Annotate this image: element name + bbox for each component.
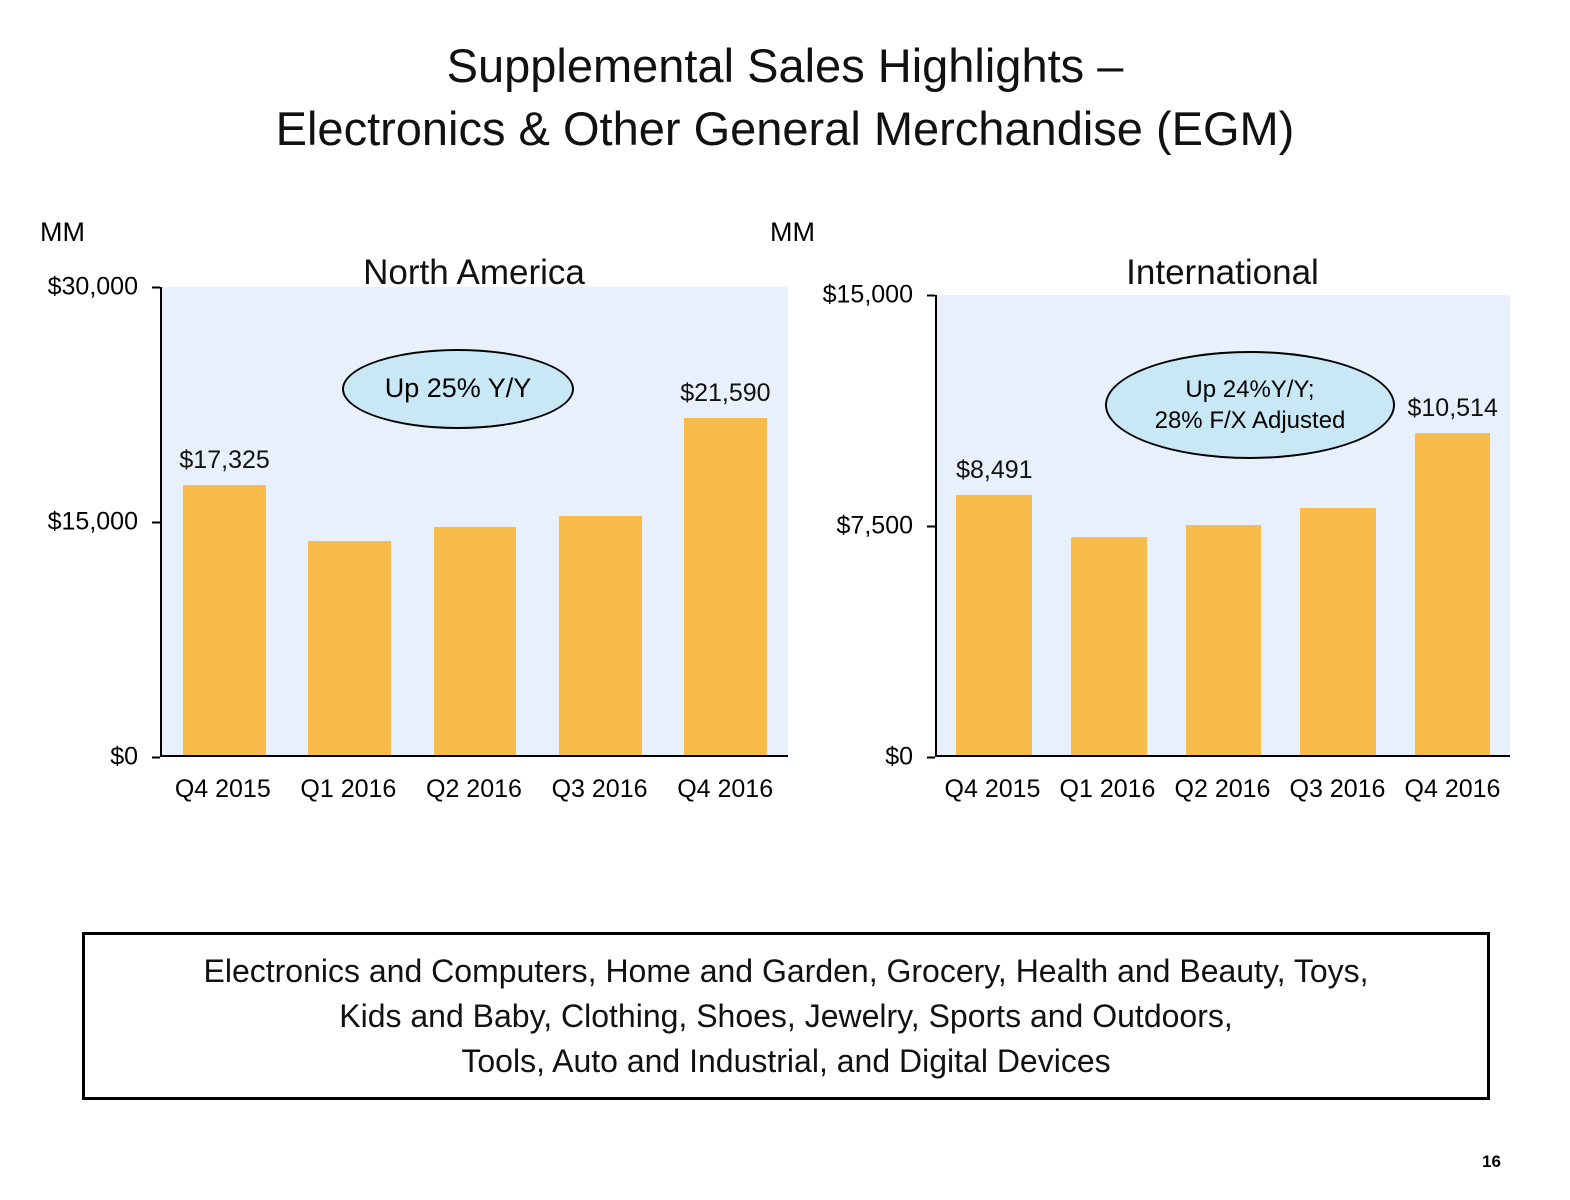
annotation-ellipse: Up 24%Y/Y; 28% F/X Adjusted bbox=[1105, 351, 1395, 459]
x-axis: Q4 2015 Q1 2016 Q2 2016 Q3 2016 Q4 2016 bbox=[935, 775, 1510, 804]
page-number: 16 bbox=[1482, 1152, 1501, 1171]
bar-slot bbox=[1281, 295, 1396, 755]
bar-slot bbox=[1166, 295, 1281, 755]
bar-q4-2016 bbox=[1414, 432, 1491, 755]
title-line-1: Supplemental Sales Highlights – bbox=[446, 39, 1124, 92]
annotation-ellipse: Up 25% Y/Y bbox=[342, 349, 574, 429]
y-axis-units-label: MM bbox=[770, 217, 815, 247]
bar-slot: $17,325 bbox=[162, 287, 287, 755]
y-axis: $30,000 $15,000 $0 bbox=[40, 273, 160, 771]
chart-north-america: MM North America $30,000 $15,000 $0 $17,32… bbox=[40, 215, 790, 835]
bars: $8,491 $10,514 bbox=[937, 295, 1510, 755]
x-tick-label: Q1 2016 bbox=[1059, 775, 1156, 803]
plot-area: $8,491 $10,514 Up 24%Y/Y; 28% F/X Adjusted bbox=[935, 295, 1510, 757]
footnote-line-2: Kids and Baby, Clothing, Shoes, Jewelry,… bbox=[339, 997, 1233, 1034]
x-tick-label: Q3 2016 bbox=[1289, 775, 1386, 803]
x-tick-label: Q4 2016 bbox=[1404, 775, 1501, 803]
y-axis: $15,000 $7,500 $0 bbox=[815, 281, 935, 771]
annotation-text: 28% F/X Adjusted bbox=[1154, 407, 1346, 434]
bars: $17,325 $21,590 bbox=[162, 287, 788, 755]
bar-q2-2016 bbox=[1185, 525, 1262, 755]
x-tick-label: Q3 2016 bbox=[551, 775, 648, 803]
x-axis: Q4 2015 Q1 2016 Q2 2016 Q3 2016 Q4 2016 bbox=[160, 775, 788, 804]
y-tick-label: $15,000 bbox=[40, 508, 160, 537]
title-line-2: Electronics & Other General Merchandise … bbox=[275, 102, 1295, 156]
y-tick-label: $0 bbox=[40, 743, 160, 772]
x-tick-label: Q1 2016 bbox=[300, 775, 397, 803]
bar-slot bbox=[287, 287, 412, 755]
annotation-text: Up 24%Y/Y; bbox=[1185, 375, 1315, 403]
x-tick-label: Q4 2015 bbox=[944, 775, 1041, 803]
bar-slot: $8,491 bbox=[937, 295, 1052, 755]
x-tick-label: Q2 2016 bbox=[426, 775, 522, 803]
x-tick-label: Q4 2015 bbox=[174, 775, 271, 803]
bar-value-label: $21,590 bbox=[680, 379, 771, 408]
bar-q2-2016 bbox=[433, 527, 517, 755]
bar-q4-2016 bbox=[684, 418, 767, 755]
y-tick-label: $30,000 bbox=[40, 273, 160, 302]
y-tick-label: $7,500 bbox=[815, 512, 935, 541]
page-title: Supplemental Sales Highlights – Electron… bbox=[0, 34, 1570, 161]
bar-slot: $21,590 bbox=[663, 287, 788, 755]
y-tick-label: $0 bbox=[815, 743, 935, 772]
x-tick-label: Q2 2016 bbox=[1174, 775, 1271, 803]
bar-value-label: $17,325 bbox=[179, 445, 270, 474]
bar-slot bbox=[412, 287, 537, 755]
bar-q1-2016 bbox=[1071, 537, 1147, 755]
category-footnote-box: Electronics and Computers, Home and Gard… bbox=[82, 932, 1490, 1101]
annotation-text: Up 25% Y/Y bbox=[384, 373, 532, 404]
chart-international: MM International $15,000 $7,500 $0 $8,491 $… bbox=[770, 215, 1550, 835]
bar-q1-2016 bbox=[308, 541, 392, 755]
footnote-line-3: Tools, Auto and Industrial, and Digital … bbox=[461, 1042, 1111, 1079]
x-tick-label: Q4 2016 bbox=[677, 775, 774, 803]
bar-value-label: $10,514 bbox=[1407, 393, 1498, 422]
bar-slot bbox=[1052, 295, 1167, 755]
bar-slot bbox=[538, 287, 663, 755]
y-axis-units-label: MM bbox=[40, 217, 85, 247]
bar-q3-2016 bbox=[1300, 508, 1376, 755]
plot-area: $17,325 $21,590 Up 25% Y/Y bbox=[160, 287, 788, 757]
footnote-line-1: Electronics and Computers, Home and Gard… bbox=[203, 953, 1369, 989]
chart-title: North America bbox=[363, 253, 585, 292]
bar-q4-2015 bbox=[956, 494, 1033, 755]
bar-q3-2016 bbox=[558, 515, 642, 755]
bar-slot: $10,514 bbox=[1395, 295, 1510, 755]
chart-title: International bbox=[1126, 253, 1319, 292]
bar-q4-2015 bbox=[183, 484, 266, 755]
y-tick-label: $15,000 bbox=[815, 281, 935, 310]
bar-value-label: $8,491 bbox=[956, 455, 1033, 484]
